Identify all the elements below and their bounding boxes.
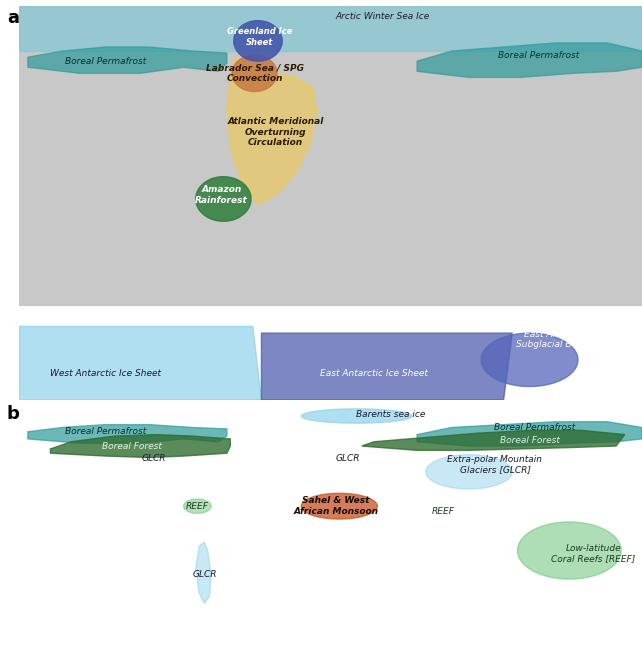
- Text: a: a: [7, 10, 19, 28]
- Text: Low-latitude
Coral Reefs [REEF]: Low-latitude Coral Reefs [REEF]: [551, 544, 636, 563]
- Polygon shape: [417, 422, 642, 446]
- Polygon shape: [261, 333, 512, 400]
- Polygon shape: [426, 455, 512, 489]
- Text: Boreal Forest: Boreal Forest: [499, 436, 559, 445]
- Text: Boreal Permafrost: Boreal Permafrost: [65, 427, 146, 436]
- Polygon shape: [481, 333, 578, 386]
- Polygon shape: [19, 326, 261, 400]
- Polygon shape: [232, 55, 277, 92]
- Polygon shape: [28, 424, 227, 443]
- Text: GLCR: GLCR: [336, 455, 360, 464]
- Polygon shape: [28, 47, 227, 74]
- Text: Barents sea ice: Barents sea ice: [356, 410, 426, 419]
- Polygon shape: [301, 409, 412, 423]
- Polygon shape: [196, 177, 251, 221]
- Text: Boreal Forest: Boreal Forest: [102, 442, 162, 451]
- Polygon shape: [417, 43, 642, 77]
- Text: REEF: REEF: [431, 508, 455, 517]
- Polygon shape: [301, 493, 377, 519]
- Text: REEF: REEF: [186, 502, 209, 511]
- Polygon shape: [362, 430, 625, 450]
- Text: b: b: [7, 406, 20, 423]
- Text: GLCR: GLCR: [142, 455, 166, 464]
- Text: East Antarctic
Subglacial Basins: East Antarctic Subglacial Basins: [516, 330, 595, 350]
- Text: Sahel & West
African Monsoon: Sahel & West African Monsoon: [293, 497, 378, 516]
- Text: Boreal Permafrost: Boreal Permafrost: [494, 423, 575, 432]
- Text: West Antarctic Ice Sheet: West Antarctic Ice Sheet: [50, 369, 161, 378]
- Polygon shape: [196, 542, 211, 604]
- Text: GLCR: GLCR: [192, 570, 216, 579]
- Text: Atlantic Meridional
Overturning
Circulation: Atlantic Meridional Overturning Circulat…: [227, 117, 324, 147]
- Polygon shape: [184, 499, 211, 513]
- Text: Boreal Permafrost: Boreal Permafrost: [65, 57, 146, 66]
- Polygon shape: [50, 435, 230, 457]
- Polygon shape: [517, 522, 621, 579]
- Text: Amazon
Rainforest: Amazon Rainforest: [195, 185, 248, 204]
- Text: Arctic Winter Sea Ice: Arctic Winter Sea Ice: [335, 12, 429, 21]
- Text: Boreal Permafrost: Boreal Permafrost: [498, 50, 579, 59]
- Polygon shape: [234, 21, 282, 61]
- Text: Extra-polar Mountain
Glaciers [GLCR]: Extra-polar Mountain Glaciers [GLCR]: [447, 455, 542, 474]
- Text: Greenland Ice
Sheet: Greenland Ice Sheet: [227, 27, 292, 46]
- Polygon shape: [19, 6, 642, 51]
- Text: Labrador Sea / SPG
Convection: Labrador Sea / SPG Convection: [205, 64, 304, 83]
- Polygon shape: [227, 57, 317, 205]
- Text: East Antarctic Ice Sheet: East Antarctic Ice Sheet: [320, 369, 428, 378]
